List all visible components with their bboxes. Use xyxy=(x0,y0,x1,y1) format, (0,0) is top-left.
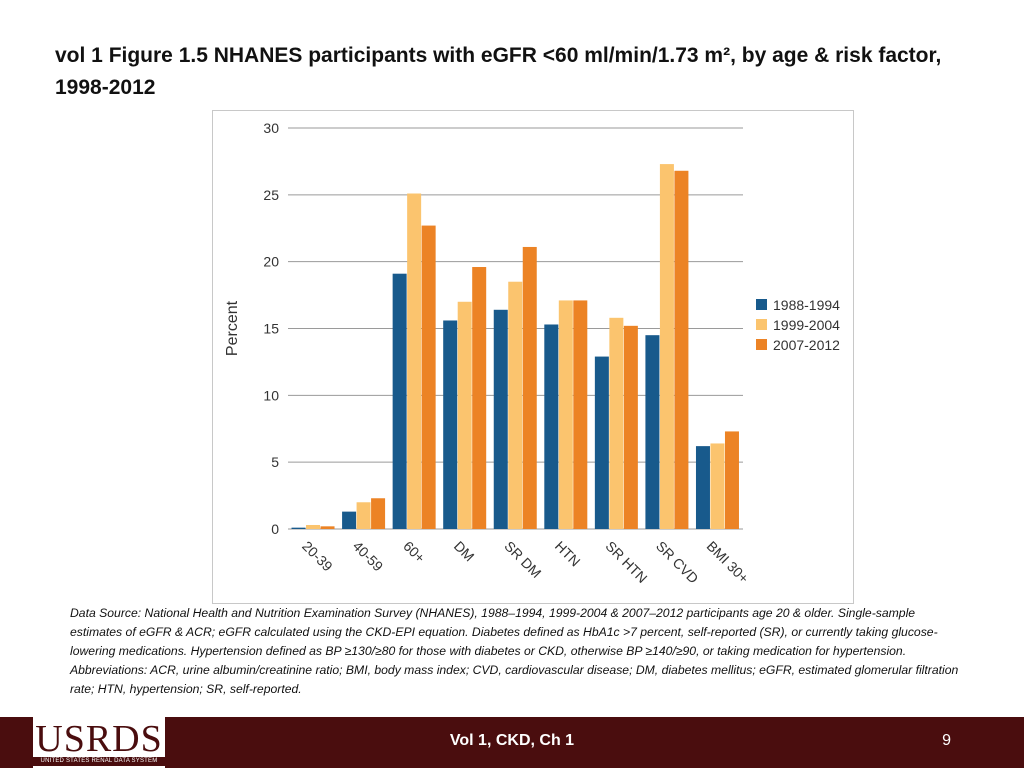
y-tick-label: 30 xyxy=(263,120,279,136)
x-tick-label: DM xyxy=(451,538,478,565)
bar xyxy=(609,317,624,529)
legend-label: 1999-2004 xyxy=(773,317,840,333)
bar xyxy=(371,498,386,529)
bar xyxy=(508,281,523,529)
bar xyxy=(291,527,306,529)
page-number: 9 xyxy=(942,732,951,749)
y-tick-label: 5 xyxy=(271,454,279,470)
x-tick-label: BMI 30+ xyxy=(704,538,752,586)
legend-label: 2007-2012 xyxy=(773,337,840,353)
bar xyxy=(457,301,472,529)
bar xyxy=(421,225,436,529)
bar-chart: 0 5 10 15 20 25 30 Percent 20-39 40-59 60+ DM SR DM H… xyxy=(224,120,840,587)
y-tick-label: 25 xyxy=(263,187,279,203)
y-tick-label: 0 xyxy=(271,521,279,537)
x-tick-label: SR DM xyxy=(501,538,544,581)
usrds-logo: USRDS UNITED STATES RENAL DATA SYSTEM xyxy=(33,713,165,768)
bar xyxy=(356,502,371,529)
bar xyxy=(623,325,638,529)
bar xyxy=(443,320,458,529)
y-tick-label: 20 xyxy=(263,254,279,270)
bar xyxy=(645,335,660,529)
footer-bar xyxy=(0,717,1024,768)
legend-swatch xyxy=(756,299,767,310)
bar xyxy=(710,443,725,529)
bar xyxy=(342,511,357,529)
bar xyxy=(522,246,537,530)
x-tick-label: HTN xyxy=(552,538,584,570)
x-tick-label: SR HTN xyxy=(602,538,650,586)
bar xyxy=(594,356,609,529)
y-tick-label: 15 xyxy=(263,321,279,337)
footer-title: Vol 1, CKD, Ch 1 xyxy=(449,732,575,749)
bar xyxy=(392,273,407,529)
x-tick-label: 40-59 xyxy=(350,538,387,575)
bar xyxy=(472,267,487,529)
slide-title: vol 1 Figure 1.5 NHANES participants wit… xyxy=(55,44,942,99)
x-tick-label: 60+ xyxy=(400,538,428,566)
bar xyxy=(306,524,321,529)
legend-swatch xyxy=(756,319,767,330)
bar xyxy=(544,324,559,529)
chart-frame: 0 5 10 15 20 25 30 Percent 20-39 40-59 60+ DM SR DM H… xyxy=(212,110,854,604)
bar xyxy=(659,164,674,529)
y-tick-label: 10 xyxy=(263,387,279,403)
data-source-note: Data Source: National Health and Nutriti… xyxy=(70,606,959,696)
legend-label: 1988-1994 xyxy=(773,297,840,313)
bar xyxy=(493,309,508,529)
legend-swatch xyxy=(756,339,767,350)
bar xyxy=(320,526,335,529)
logo-subtitle: UNITED STATES RENAL DATA SYSTEM xyxy=(33,757,165,766)
x-tick-label: SR CVD xyxy=(653,538,702,587)
bar xyxy=(695,446,710,529)
bar xyxy=(573,300,588,529)
bar xyxy=(724,431,739,529)
x-tick-label: 20-39 xyxy=(299,538,336,575)
bar xyxy=(674,170,689,530)
bar xyxy=(558,300,573,529)
bar xyxy=(407,193,422,529)
y-axis-label: Percent xyxy=(224,300,241,356)
logo-wordmark: USRDS xyxy=(35,718,163,760)
